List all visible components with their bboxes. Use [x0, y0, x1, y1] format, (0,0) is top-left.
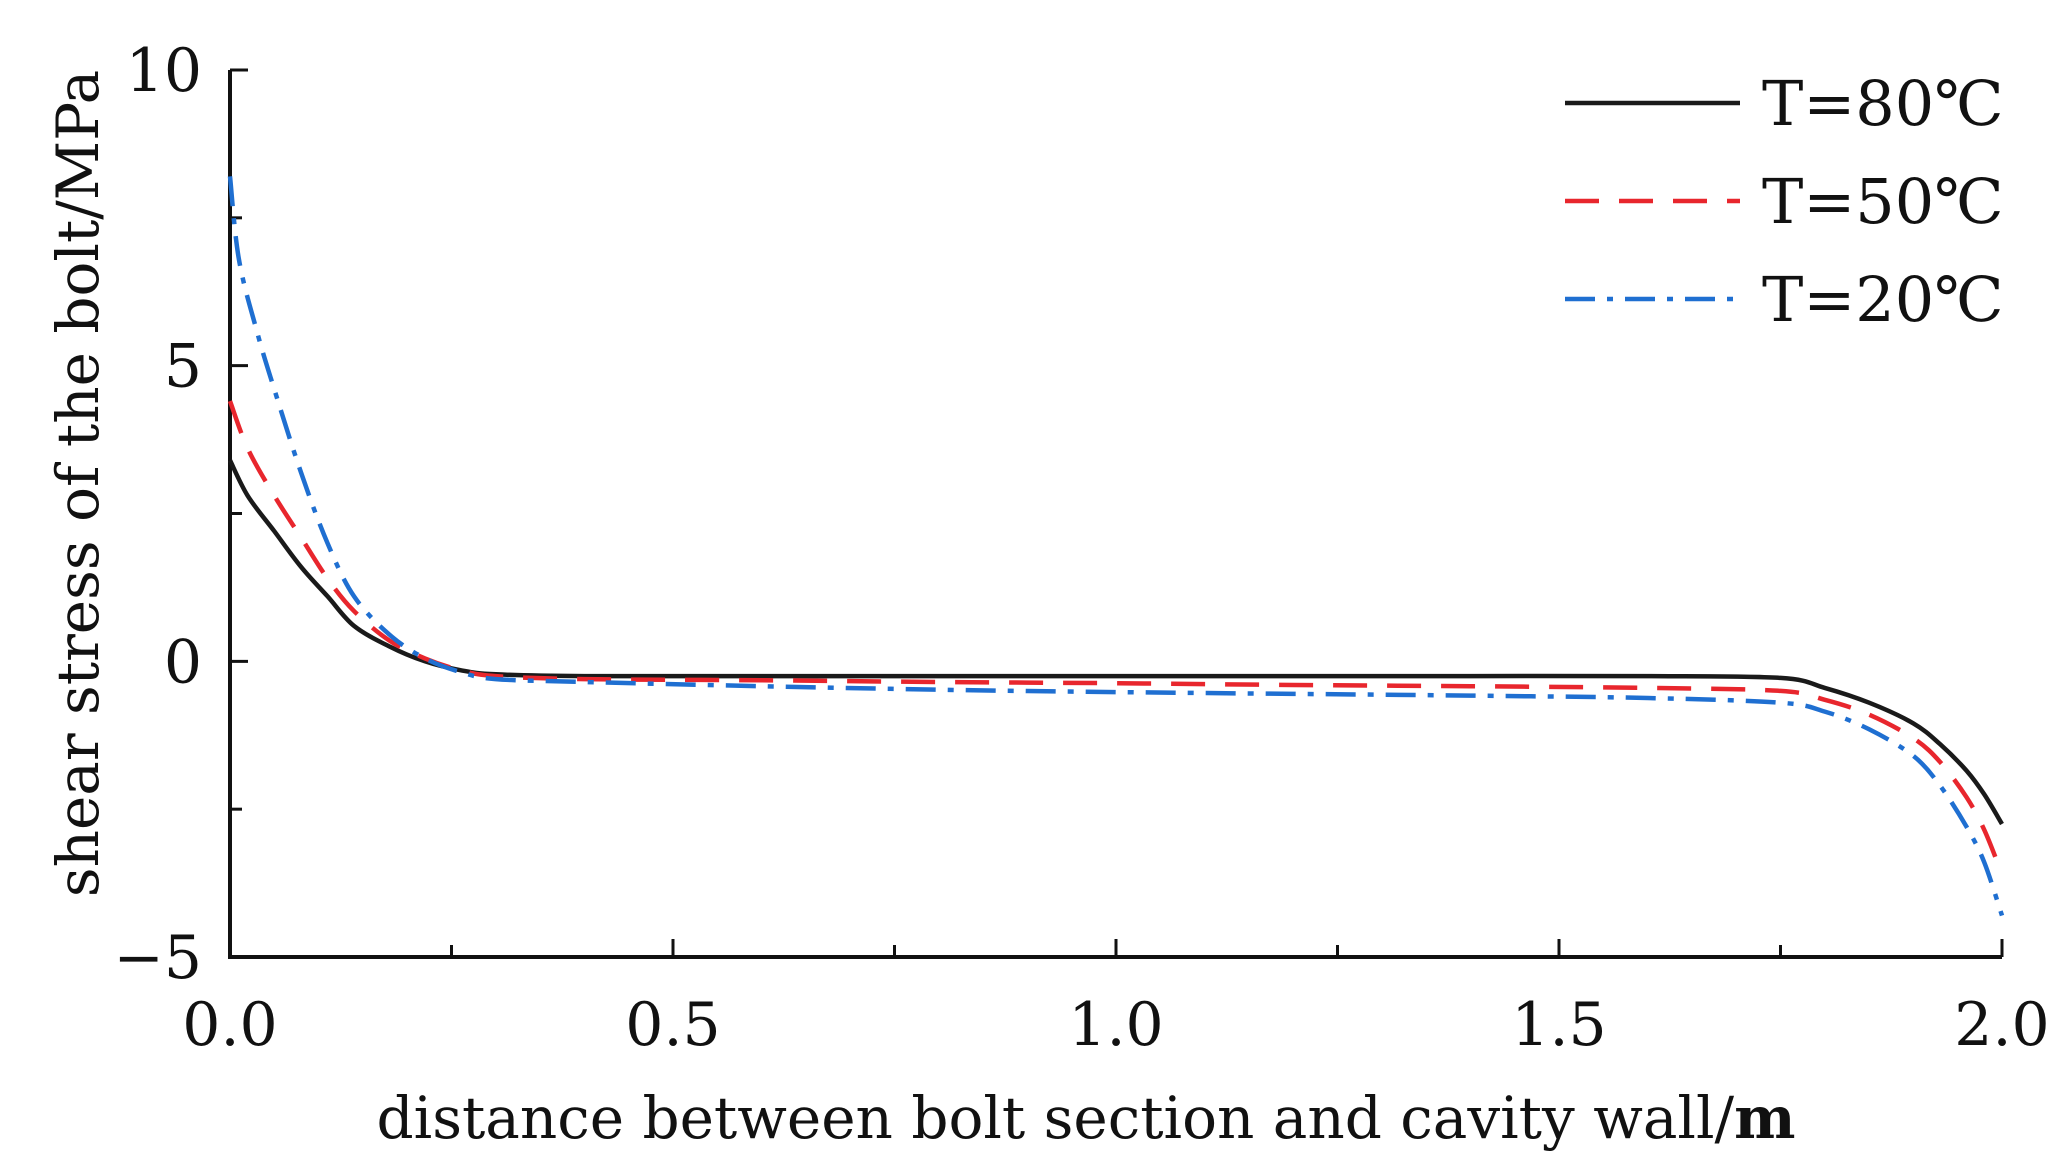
- x-axis-title-unit: m: [1734, 1084, 1795, 1152]
- ticks-layer: 0.0 0.5 1.0 1.5 2.0 10 5 0 −5: [114, 36, 2050, 1060]
- x-tick-label: 0.5: [625, 990, 720, 1060]
- legend-label: T=50℃: [1762, 165, 2004, 238]
- x-tick-label: 1.0: [1068, 990, 1163, 1060]
- x-tick-label: 2.0: [1954, 990, 2049, 1060]
- series-line: [227, 176, 2005, 917]
- legend-label: T=80℃: [1762, 67, 2004, 140]
- series-layer: [227, 176, 2005, 917]
- y-tick-label: 0: [164, 627, 202, 697]
- x-tick-label: 0.0: [182, 990, 277, 1060]
- y-axis-title: shear stress of the bolt/MPa: [44, 70, 112, 897]
- y-tick-label: 5: [164, 332, 202, 402]
- y-tick-label: 10: [126, 36, 202, 106]
- series-line: [227, 400, 2005, 876]
- series-line: [227, 459, 2004, 826]
- y-tick-label: −5: [114, 923, 202, 993]
- legend: T=80℃ T=50℃ T=20℃: [1565, 67, 2004, 336]
- legend-label: T=20℃: [1762, 263, 2004, 336]
- x-tick-label: 1.5: [1511, 990, 1606, 1060]
- x-axis-title: distance between bolt section and cavity…: [377, 1084, 1796, 1152]
- x-axis-title-text: distance between bolt section and cavity…: [377, 1084, 1735, 1152]
